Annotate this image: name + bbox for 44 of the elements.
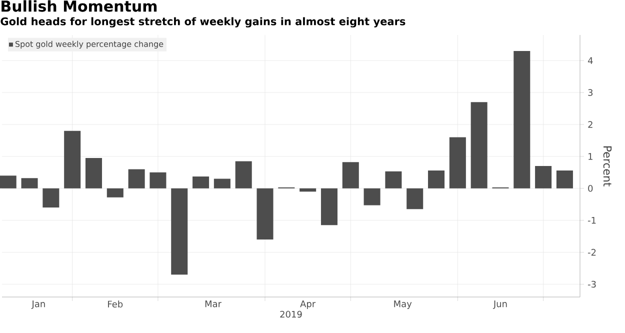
bar	[385, 171, 402, 188]
bar	[428, 170, 445, 188]
bar	[535, 166, 552, 188]
x-tick-label: Jan	[31, 300, 45, 309]
y-tick-label: -3	[588, 280, 596, 288]
y-axis-title: Percent	[603, 146, 612, 186]
bar	[320, 188, 338, 226]
x-tick-label: Jun	[492, 300, 507, 309]
x-tick-label: May	[394, 300, 412, 309]
bar	[171, 188, 188, 275]
bar	[235, 161, 252, 188]
bar	[192, 176, 210, 188]
x-tick-label: Apr	[300, 300, 316, 309]
bar	[449, 137, 466, 188]
y-tick-label: 4	[588, 57, 593, 64]
bar	[150, 172, 166, 188]
y-tick-label: -2	[588, 248, 596, 256]
bar	[364, 188, 380, 206]
bar	[106, 188, 124, 198]
bar	[128, 169, 145, 188]
bar	[42, 188, 60, 208]
bar	[300, 188, 316, 192]
bar	[470, 102, 488, 188]
y-tick-label: 2	[588, 121, 592, 128]
bar	[514, 50, 530, 188]
bar	[21, 178, 38, 188]
bar	[342, 162, 359, 188]
chart-subtitle: Gold heads for longest stretch of weekly gains in almost eight years	[0, 17, 406, 28]
x-tick-label: Feb	[108, 300, 123, 308]
x-tick-label: Mar	[205, 300, 222, 308]
bar	[256, 188, 274, 240]
bar	[0, 176, 16, 188]
legend-label: Spot gold weekly percentage change	[15, 40, 164, 49]
bar	[556, 170, 573, 188]
bar	[406, 188, 424, 210]
bar	[85, 158, 102, 188]
bar	[64, 130, 81, 188]
bar	[214, 178, 230, 188]
x-axis-title: 2019	[280, 310, 302, 318]
y-tick-label: 1	[588, 153, 592, 160]
y-tick-label: 0	[588, 184, 593, 192]
y-tick-label: 3	[588, 89, 593, 96]
chart-title: Bullish Momentum	[2, 0, 157, 12]
y-tick-label: -1	[588, 217, 596, 224]
